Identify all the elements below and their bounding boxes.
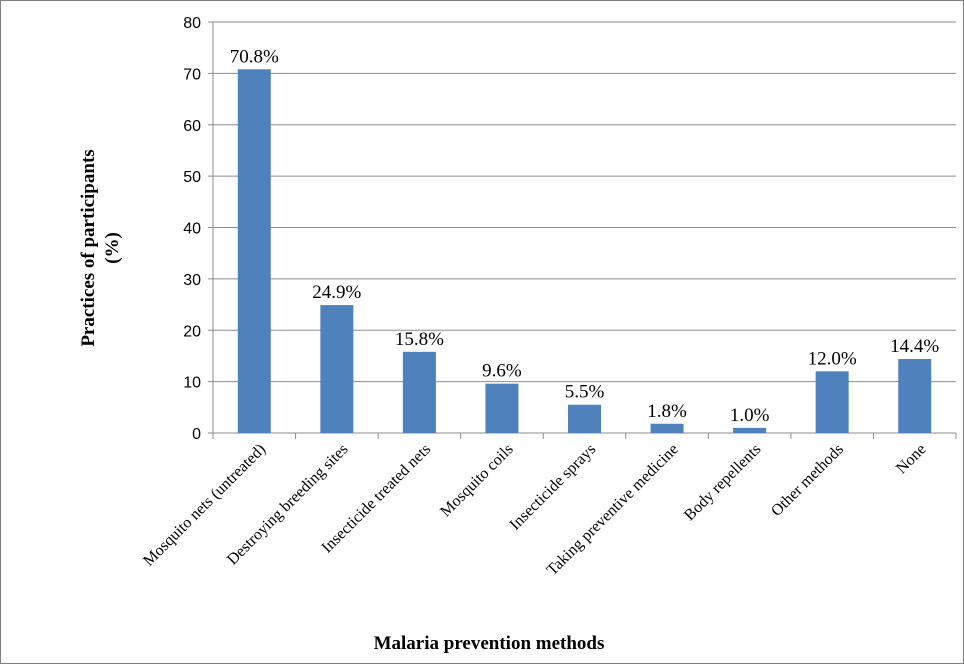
bar [733, 427, 767, 433]
data-label: 70.8% [230, 46, 279, 67]
y-tick-label: 60 [183, 118, 201, 135]
y-tick-label: 20 [183, 323, 201, 340]
y-axis-title-line-1: Practices of participants [78, 149, 99, 346]
data-label: 14.4% [890, 336, 939, 357]
data-label: 1.8% [647, 401, 687, 422]
y-tick-label: 10 [183, 375, 201, 392]
y-tick-label: 30 [183, 272, 201, 289]
data-label: 5.5% [565, 382, 605, 403]
data-labels: 70.8% 24.9% 15.8% 9.6% 5.5% 1.8% 1.0% 12.0% 14.4… [230, 46, 940, 426]
data-label: 9.6% [482, 361, 522, 382]
bars [237, 69, 932, 433]
bar [402, 351, 436, 433]
bar [568, 404, 601, 433]
data-label: 12.0% [808, 348, 857, 369]
y-axis-title-line-2: (%) [102, 232, 123, 264]
bar [485, 383, 519, 433]
bar [815, 371, 849, 433]
bar [898, 359, 932, 433]
y-tick-labels: 0 10 20 30 40 50 60 70 80 [183, 15, 201, 443]
y-tick-label: 50 [183, 169, 201, 186]
x-axis-title: Malaria prevention methods [374, 633, 605, 654]
bar [320, 305, 354, 433]
bar [650, 423, 684, 433]
y-tick-label: 40 [183, 221, 201, 238]
y-tick-label: 0 [192, 426, 201, 443]
bar [237, 69, 271, 433]
y-tick-label: 70 [183, 66, 201, 83]
y-axis-title: Practices of participants (%) [78, 149, 123, 346]
y-tick-label: 80 [183, 15, 201, 32]
data-label: 24.9% [312, 282, 361, 303]
data-label: 15.8% [395, 329, 444, 350]
data-label: 1.0% [730, 405, 770, 426]
